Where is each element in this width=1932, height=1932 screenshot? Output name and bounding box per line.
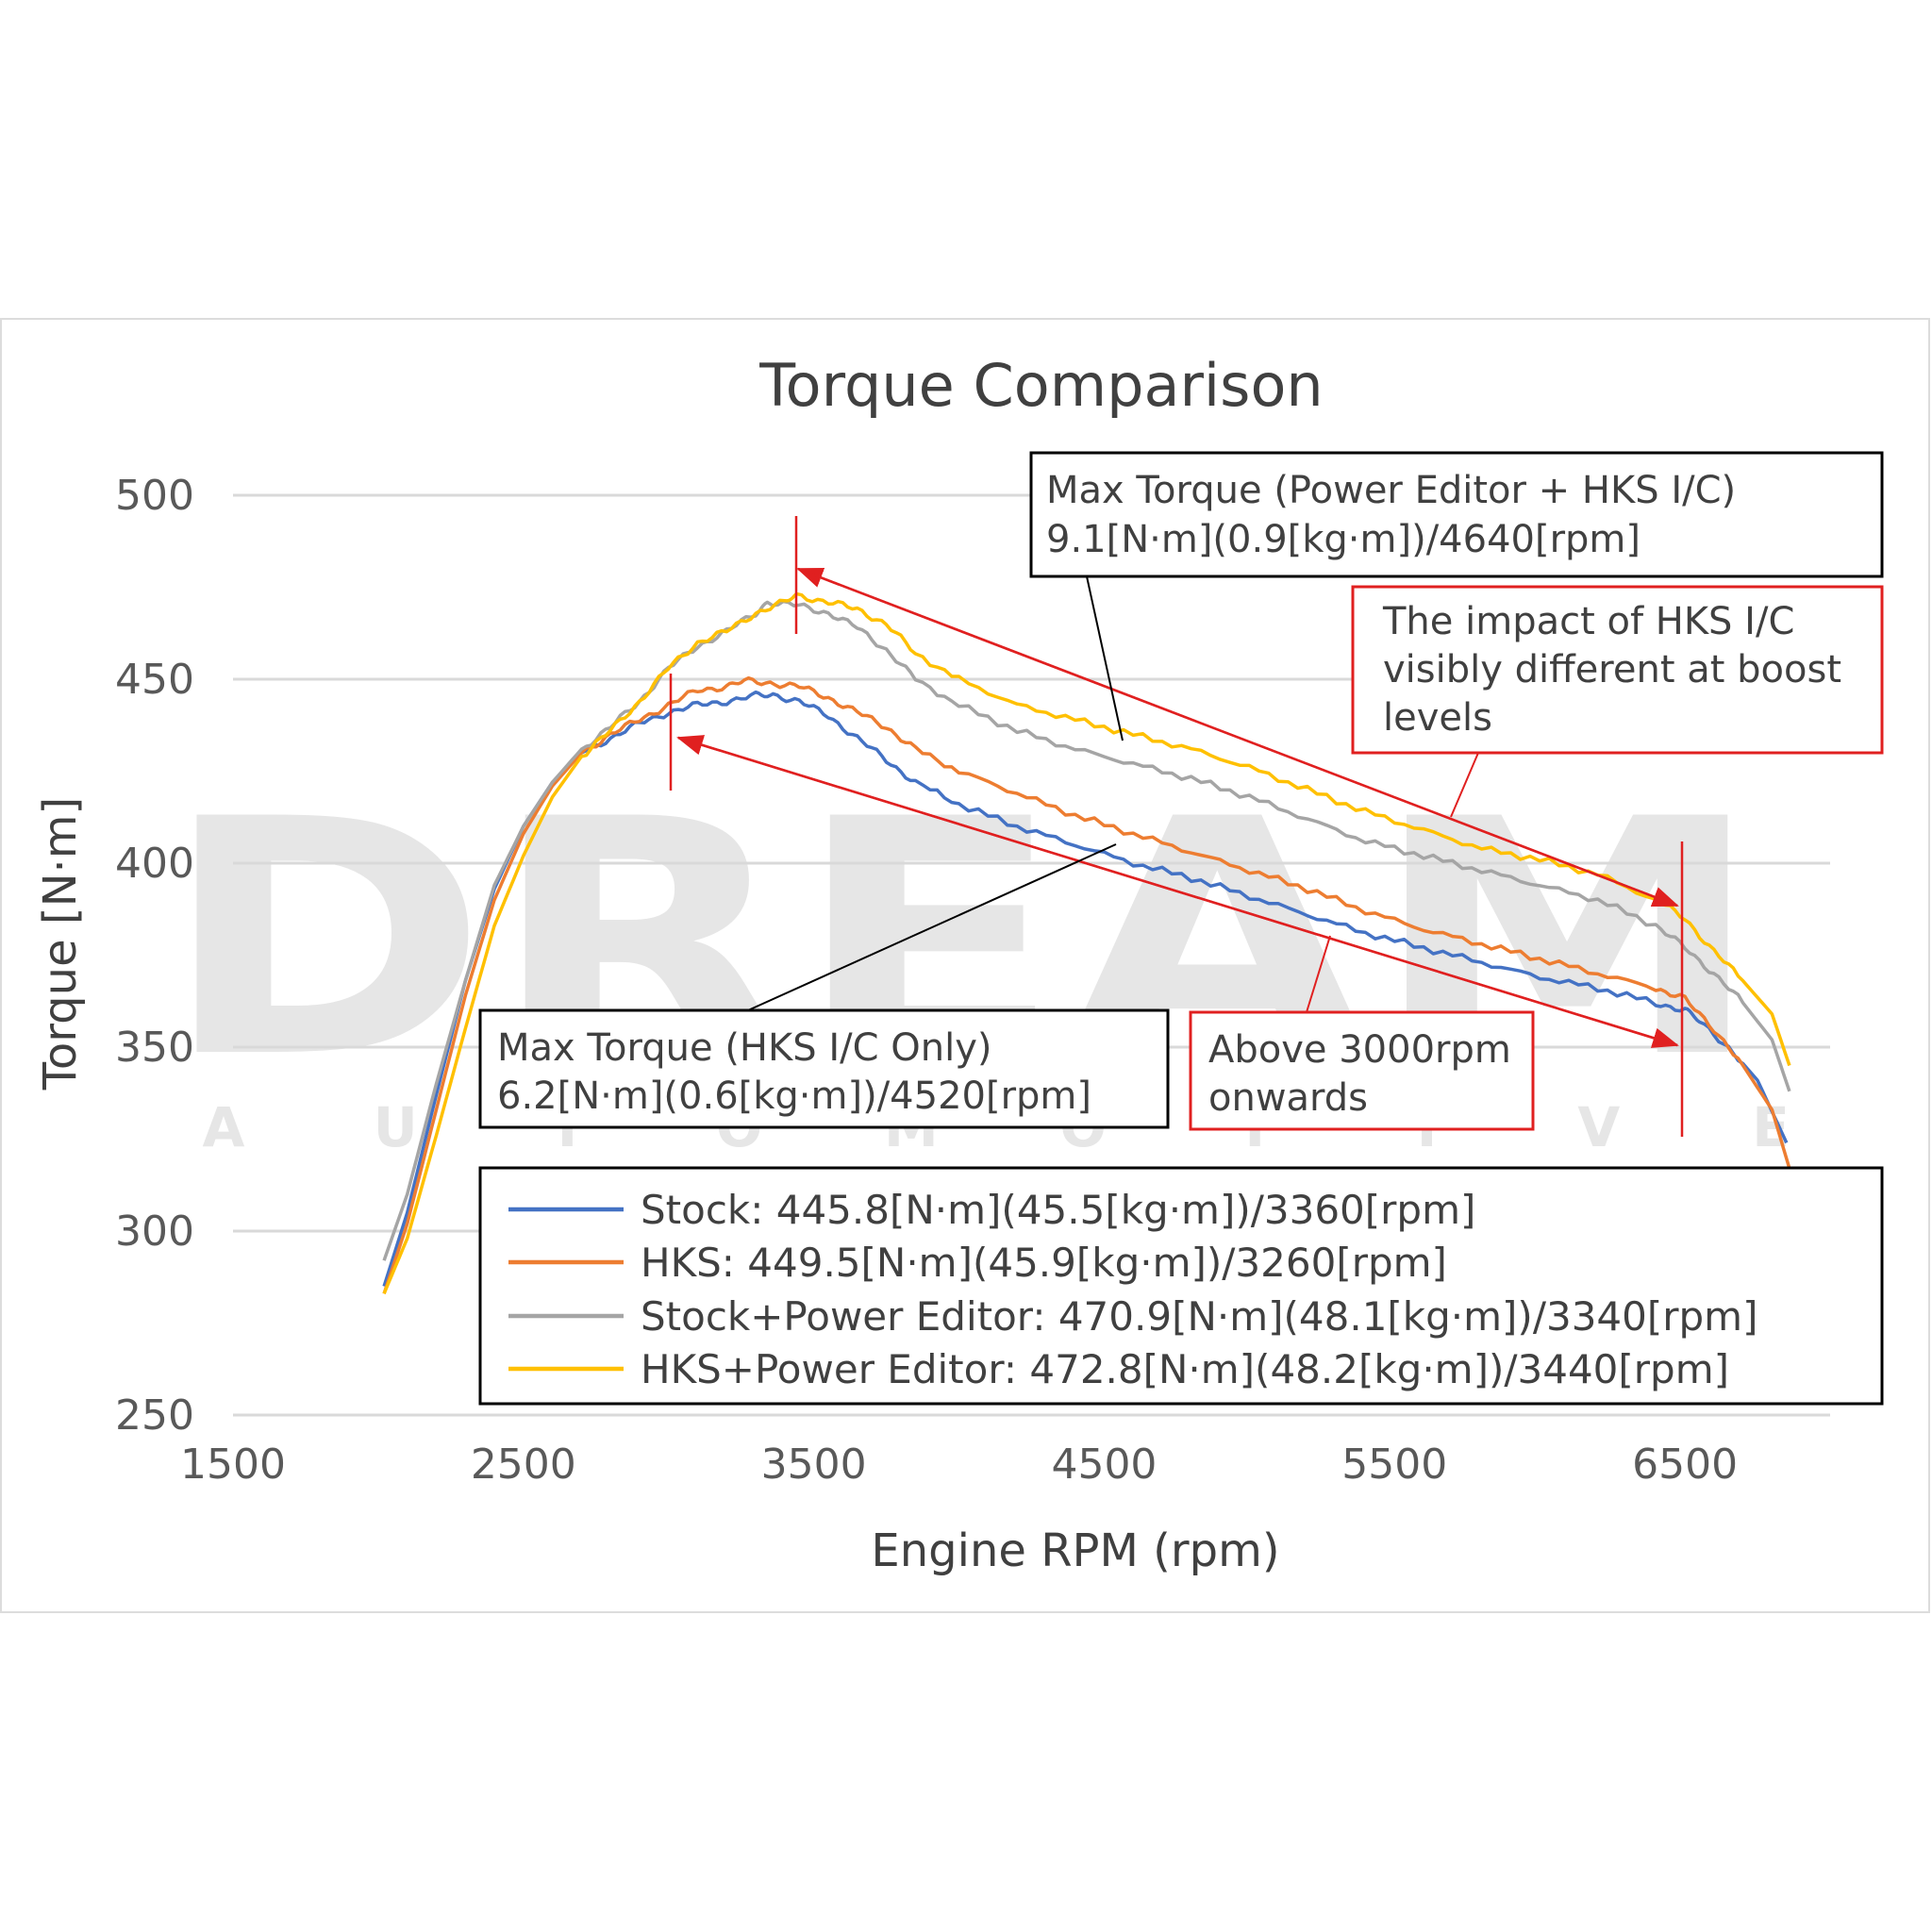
arrow-upper-right (797, 567, 1679, 908)
x-tick-label: 6500 (1632, 1441, 1738, 1489)
legend-label: Stock+Power Editor: 470.9[N·m](48.1[kg·m… (641, 1293, 1757, 1340)
annotation-box-hks-border (478, 1008, 1170, 1129)
annotation-box-hks-line1: Max Torque (HKS I/C Only) (497, 1026, 992, 1070)
annotation-box-impact-line1: The impact of HKS I/C (1382, 600, 1794, 643)
y-tick-label: 250 (115, 1391, 194, 1440)
annotation-box-above3000-line2: onwards (1208, 1076, 1368, 1120)
annotation-box-impact: The impact of HKS I/C visibly different … (1351, 585, 1884, 755)
x-tick-label: 3500 (761, 1441, 867, 1489)
leader-pe (1086, 575, 1124, 741)
annotation-box-impact-line3: levels (1383, 696, 1492, 740)
watermark-letter: A (203, 1095, 245, 1159)
watermark-letter: V (1577, 1095, 1620, 1159)
y-axis-label: Torque [N·m] (34, 797, 87, 1091)
annotation-box-pe-border (1029, 451, 1884, 578)
y-tick-label: 450 (115, 656, 194, 704)
leader-impact (1450, 752, 1479, 818)
annotation-box-above3000: Above 3000rpm onwards (1189, 1010, 1535, 1131)
series-line (382, 599, 1791, 1261)
series-line (382, 675, 1791, 1294)
x-tick-label: 5500 (1341, 1441, 1447, 1489)
x-axis: 1500 2500 3500 4500 5500 6500 (180, 1441, 1738, 1489)
annotation-box-impact-border (1351, 585, 1884, 755)
x-tick-label: 2500 (471, 1441, 576, 1489)
annotation-box-above3000-line1: Above 3000rpm (1208, 1028, 1511, 1072)
annotation-box-pe-line2: 9.1[N·m](0.9[kg·m])/4640[rpm] (1046, 518, 1641, 561)
annotation-box-hks-line2: 6.2[N·m](0.6[kg·m])/4520[rpm] (497, 1074, 1091, 1118)
legend-label: HKS+Power Editor: 472.8[N·m](48.2[kg·m])… (641, 1346, 1729, 1392)
y-tick-label: 350 (115, 1024, 194, 1072)
x-axis-label: Engine RPM (rpm) (871, 1524, 1279, 1577)
annotation-box-pe: Max Torque (Power Editor + HKS I/C) 9.1[… (1029, 451, 1884, 578)
y-tick-label: 400 (115, 840, 194, 888)
x-tick-label: 4500 (1051, 1441, 1157, 1489)
x-tick-label: 1500 (180, 1441, 286, 1489)
watermark-letter: U (374, 1095, 418, 1159)
leader-above3000 (1306, 935, 1331, 1013)
y-axis: 250 300 350 400 450 500 (115, 472, 194, 1440)
annotation-box-pe-line1: Max Torque (Power Editor + HKS I/C) (1046, 469, 1736, 512)
legend: Stock: 445.8[N·m](45.5[kg·m])/3360[rpm] H… (478, 1166, 1884, 1406)
arrow-lower-right (677, 736, 1679, 1048)
annotation-box-above3000-border (1189, 1010, 1535, 1131)
legend-label: HKS: 449.5[N·m](45.9[kg·m])/3260[rpm] (641, 1240, 1447, 1286)
annotation-box-impact-line2: visibly different at boost (1383, 648, 1841, 691)
chart-title: Torque Comparison (758, 351, 1323, 420)
y-tick-label: 300 (115, 1208, 194, 1256)
leader-hks (747, 843, 1117, 1011)
y-tick-label: 500 (115, 472, 194, 520)
annotation-markers (669, 516, 1684, 1137)
legend-box (478, 1166, 1884, 1406)
annotation-box-hks: Max Torque (HKS I/C Only) 6.2[N·m](0.6[k… (478, 1008, 1170, 1129)
legend-label: Stock: 445.8[N·m](45.5[kg·m])/3360[rpm] (641, 1187, 1475, 1233)
